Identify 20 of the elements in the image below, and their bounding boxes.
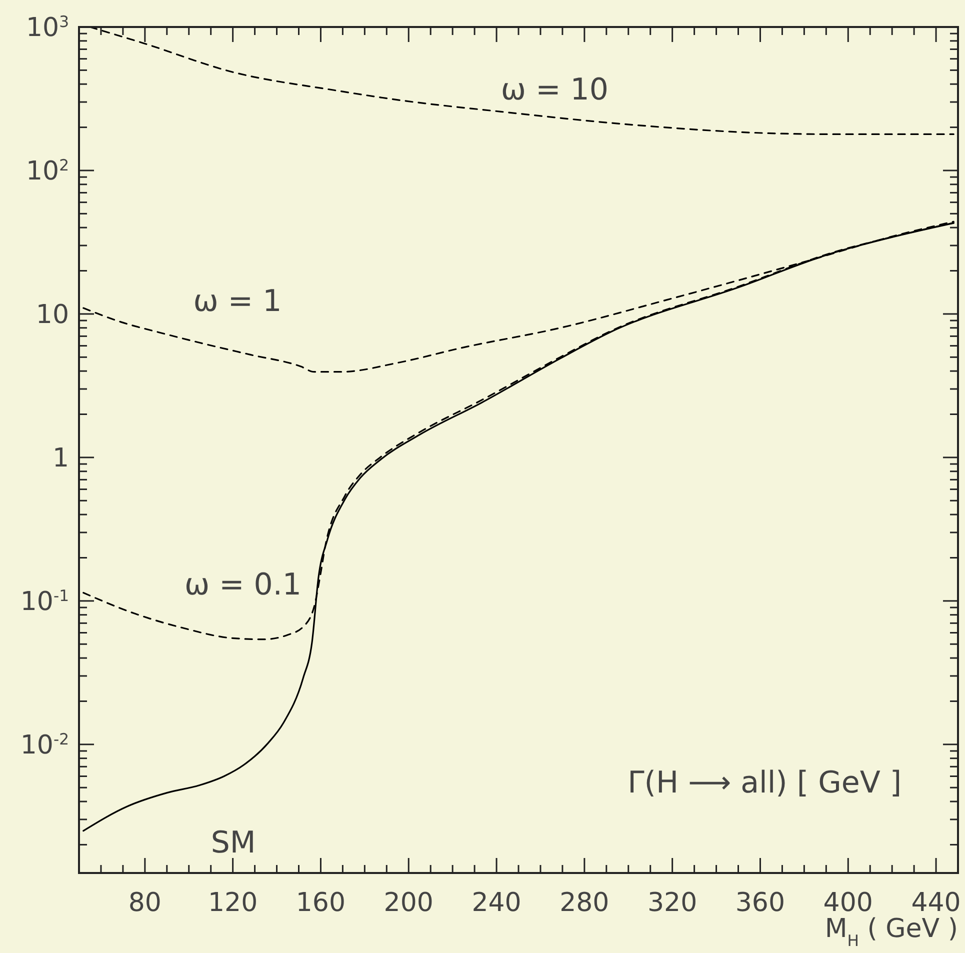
line-series	[89, 27, 954, 135]
y-tick-label: 10	[36, 300, 69, 330]
series-label: ω = 1	[193, 284, 282, 320]
y-tick-label: 10$^{2}$	[26, 156, 69, 186]
x-tick-label: 160	[296, 888, 346, 918]
series-label: ω = 10	[500, 72, 608, 108]
y-axis-title: Γ(H ⟶ all) [ GeV ]	[628, 766, 902, 801]
y-tick-label: 1	[52, 443, 69, 474]
y-tick-label: 10$^{-1}$	[20, 586, 69, 617]
y-tick-label: 10$^{-2}$	[20, 730, 69, 760]
x-tick-label: 80	[128, 888, 162, 918]
series-label: SM	[210, 826, 256, 861]
x-tick-label: 200	[384, 888, 434, 918]
x-tick-label: 120	[208, 888, 258, 918]
x-tick-label: 360	[735, 888, 786, 918]
x-tick-label: 240	[472, 888, 522, 918]
y-tick-label: 10$^{3}$	[26, 13, 69, 43]
x-tick-label: 320	[648, 888, 698, 918]
x-tick-label: 280	[560, 888, 610, 918]
series-label: ω = 0.1	[184, 568, 302, 603]
